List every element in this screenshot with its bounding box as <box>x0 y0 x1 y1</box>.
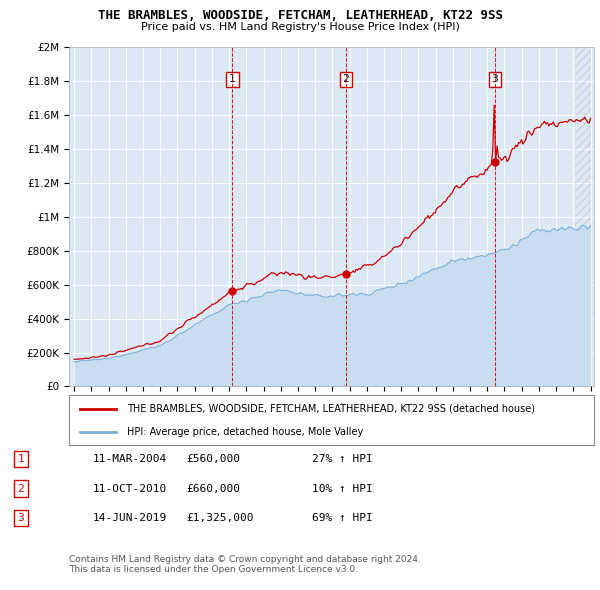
Text: THE BRAMBLES, WOODSIDE, FETCHAM, LEATHERHEAD, KT22 9SS: THE BRAMBLES, WOODSIDE, FETCHAM, LEATHER… <box>97 9 503 22</box>
Text: 1: 1 <box>17 454 25 464</box>
Text: HPI: Average price, detached house, Mole Valley: HPI: Average price, detached house, Mole… <box>127 427 363 437</box>
Text: 3: 3 <box>17 513 25 523</box>
Text: 69% ↑ HPI: 69% ↑ HPI <box>312 513 373 523</box>
Text: 10% ↑ HPI: 10% ↑ HPI <box>312 484 373 493</box>
Text: Contains HM Land Registry data © Crown copyright and database right 2024.: Contains HM Land Registry data © Crown c… <box>69 555 421 563</box>
Text: £660,000: £660,000 <box>186 484 240 493</box>
Text: THE BRAMBLES, WOODSIDE, FETCHAM, LEATHERHEAD, KT22 9SS (detached house): THE BRAMBLES, WOODSIDE, FETCHAM, LEATHER… <box>127 404 535 414</box>
Text: Price paid vs. HM Land Registry's House Price Index (HPI): Price paid vs. HM Land Registry's House … <box>140 22 460 32</box>
Text: 3: 3 <box>491 74 498 84</box>
Text: 11-MAR-2004: 11-MAR-2004 <box>93 454 167 464</box>
Text: 2: 2 <box>343 74 349 84</box>
Text: 27% ↑ HPI: 27% ↑ HPI <box>312 454 373 464</box>
Text: 1: 1 <box>229 74 236 84</box>
Text: 2: 2 <box>17 484 25 493</box>
Text: 14-JUN-2019: 14-JUN-2019 <box>93 513 167 523</box>
Text: This data is licensed under the Open Government Licence v3.0.: This data is licensed under the Open Gov… <box>69 565 358 574</box>
Text: £560,000: £560,000 <box>186 454 240 464</box>
Text: 11-OCT-2010: 11-OCT-2010 <box>93 484 167 493</box>
Text: £1,325,000: £1,325,000 <box>186 513 254 523</box>
